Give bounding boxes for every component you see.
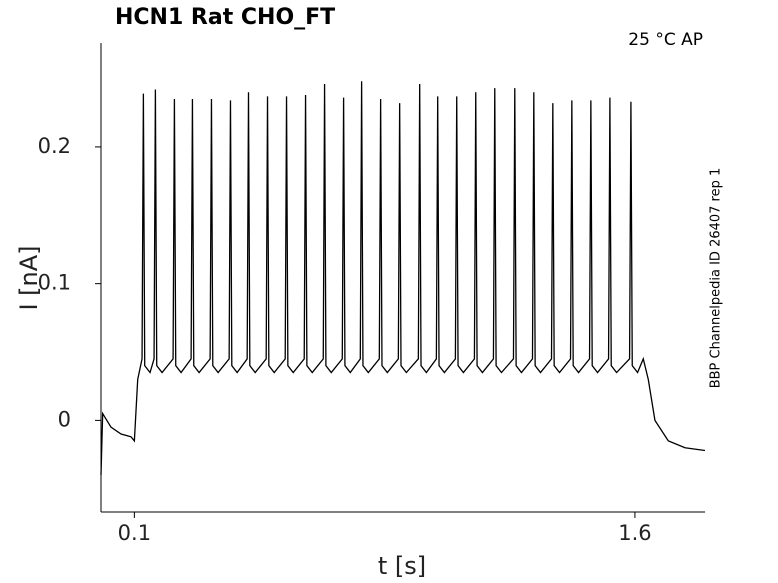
x-axis-label: t [s] — [378, 552, 426, 580]
annotation: 25 °C AP — [628, 30, 703, 50]
y-tick-label: 0.2 — [38, 134, 71, 158]
y-tick-label: 0.1 — [38, 271, 71, 295]
side-label: BBP Channelpedia ID 26407 rep 1 — [709, 168, 724, 389]
trace-line — [100, 81, 706, 476]
y-axis-label: I [nA] — [15, 245, 43, 310]
x-tick-label: 0.1 — [118, 521, 151, 545]
chart-title: HCN1 Rat CHO_FT — [115, 5, 335, 30]
x-tick-label: 1.6 — [618, 521, 651, 545]
y-tick-label: 0 — [58, 407, 71, 431]
